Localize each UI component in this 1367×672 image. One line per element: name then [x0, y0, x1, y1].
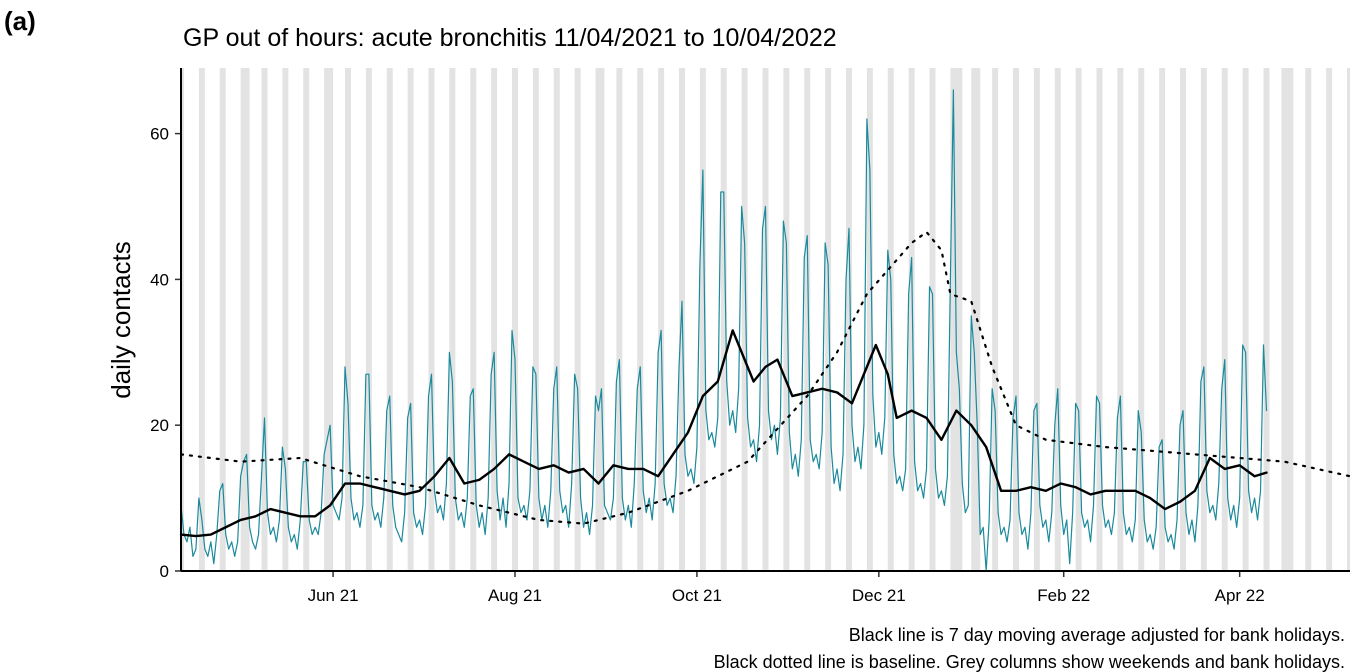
- shaded-column: [1013, 68, 1019, 571]
- x-tick-label: Aug 21: [488, 586, 542, 605]
- data-line: [179, 230, 1352, 525]
- shaded-column: [1242, 68, 1249, 571]
- shaded-column: [386, 68, 393, 571]
- y-tick-label: 0: [160, 562, 169, 581]
- shaded-column: [887, 68, 894, 571]
- note: Black dotted line is baseline. Grey colu…: [714, 652, 1345, 672]
- y-axis-label: daily contacts: [106, 241, 136, 399]
- shaded-column: [1054, 68, 1061, 571]
- shaded-column: [783, 68, 790, 571]
- shaded-column: [1263, 68, 1270, 571]
- shaded-column: [449, 68, 456, 571]
- shaded-column: [992, 68, 999, 571]
- x-tick-label: Apr 22: [1215, 586, 1265, 605]
- shaded-column: [1075, 68, 1082, 571]
- shaded-column: [616, 68, 623, 571]
- shaded-column: [637, 68, 644, 571]
- y-tick-label: 60: [150, 125, 169, 144]
- shaded-column: [219, 68, 226, 571]
- shaded-column: [595, 68, 605, 571]
- shaded-column: [1180, 68, 1186, 571]
- x-tick-label: Dec 21: [852, 586, 906, 605]
- shaded-column: [1033, 68, 1040, 571]
- y-tick-label: 20: [150, 416, 169, 435]
- shaded-column: [1326, 68, 1333, 571]
- shaded-column: [198, 68, 205, 571]
- x-tick-label: Jun 21: [308, 586, 359, 605]
- shaded-column: [491, 68, 498, 571]
- shaded-column: [428, 68, 435, 571]
- shaded-column: [1096, 68, 1103, 571]
- shaded-column: [532, 68, 539, 571]
- shaded-column: [1305, 68, 1312, 571]
- shaded-column: [825, 68, 832, 571]
- shaded-column: [720, 68, 727, 571]
- shaded-column: [866, 68, 873, 571]
- shaded-column: [1138, 68, 1145, 571]
- shaded-column: [908, 68, 915, 571]
- shaded-column: [1281, 68, 1294, 571]
- shaded-column: [1347, 68, 1350, 571]
- shaded-column: [574, 68, 581, 571]
- shaded-column: [303, 68, 310, 571]
- chart-title: GP out of hours: acute bronchitis 11/04/…: [183, 24, 837, 52]
- shaded-column: [971, 68, 981, 571]
- shaded-column: [553, 68, 560, 571]
- shaded-column: [1200, 68, 1207, 571]
- shaded-column: [181, 68, 184, 571]
- shaded-column: [762, 68, 769, 571]
- shaded-column: [804, 68, 811, 571]
- data-line: [180, 89, 1268, 572]
- shaded-column: [324, 68, 334, 571]
- shaded-column: [1221, 68, 1228, 571]
- shaded-column: [240, 68, 250, 571]
- shaded-column: [658, 68, 665, 571]
- x-tick-label: Feb 22: [1037, 586, 1090, 605]
- shaded-column: [741, 68, 748, 571]
- shaded-column: [365, 68, 372, 571]
- shaded-column: [699, 68, 706, 571]
- note: Black line is 7 day moving average adjus…: [849, 625, 1345, 645]
- shaded-column: [512, 68, 518, 571]
- shaded-column: [407, 68, 414, 571]
- shaded-column: [282, 68, 289, 571]
- y-tick-label: 40: [150, 270, 169, 289]
- x-tick-label: Oct 21: [672, 586, 722, 605]
- shaded-column: [345, 68, 351, 571]
- shaded-column: [1159, 68, 1166, 571]
- data-line: [179, 329, 1268, 538]
- shaded-column: [470, 68, 477, 571]
- panel-label: (a): [4, 6, 36, 36]
- shaded-column: [846, 68, 852, 571]
- shaded-column: [261, 68, 268, 571]
- shaded-column: [1117, 68, 1124, 571]
